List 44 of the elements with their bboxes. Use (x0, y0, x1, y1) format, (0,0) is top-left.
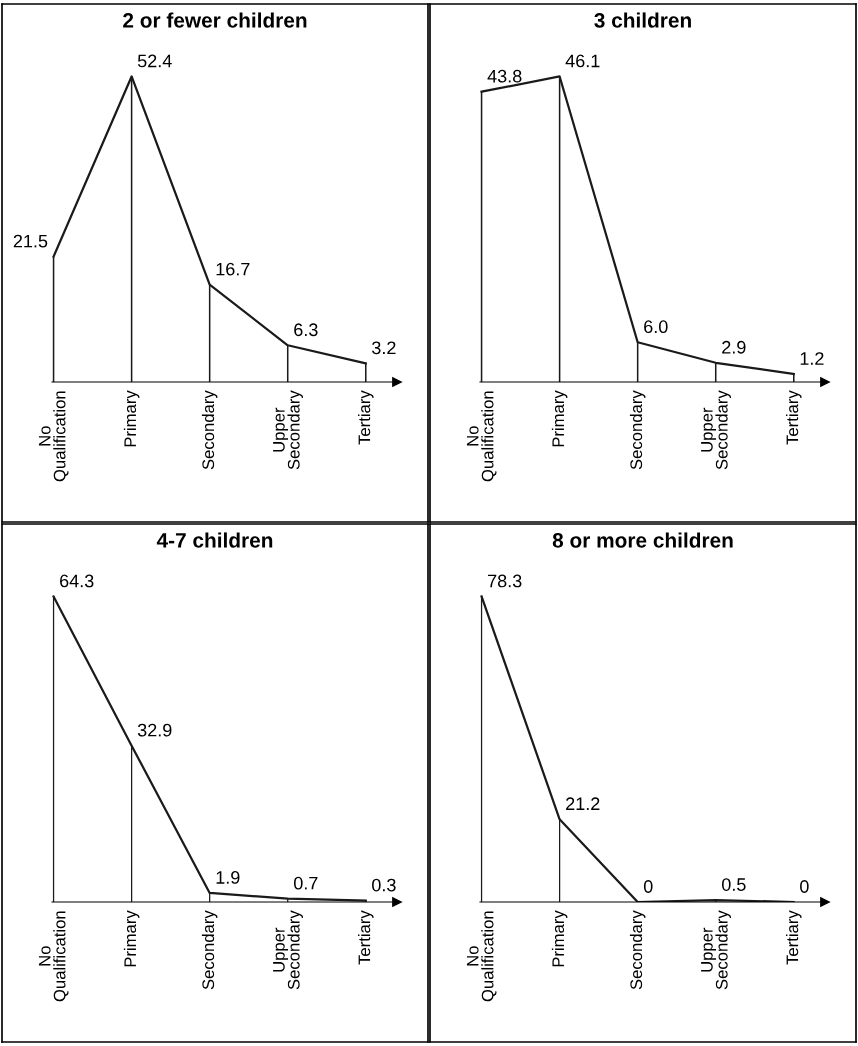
x-tick-label: Upper Secondary (701, 390, 731, 470)
chart-title: 8 or more children (552, 532, 733, 548)
x-tick-label: Secondary (629, 910, 646, 990)
x-tick-label: Primary (123, 390, 140, 447)
x-tick-label: Primary (123, 910, 140, 967)
data-label: 0 (800, 880, 809, 893)
x-tick-label: No Qualification (466, 391, 497, 482)
data-label: 21.5 (13, 234, 48, 248)
data-label: 1.9 (216, 871, 240, 884)
data-label: 1.2 (800, 352, 824, 365)
x-tick-label: Upper Secondary (273, 390, 303, 470)
x-tick-label: Upper Secondary (701, 910, 731, 990)
x-tick-label: No Qualification (38, 911, 69, 1002)
data-label: 2.9 (722, 340, 746, 354)
data-label: 46.1 (565, 54, 600, 68)
data-label: 64.3 (60, 574, 94, 588)
x-tick-label: Secondary (201, 910, 218, 990)
chart-title: 2 or fewer children (123, 12, 307, 28)
data-label: 78.3 (488, 574, 522, 588)
x-tick-label: Tertiary (786, 910, 802, 965)
data-label: 3.2 (372, 341, 396, 355)
x-tick-label: Primary (551, 390, 568, 447)
x-tick-label: Tertiary (358, 390, 374, 445)
chart-title: 3 children (594, 12, 691, 28)
data-label: 52.4 (137, 54, 172, 68)
data-label: 6.3 (294, 323, 318, 337)
x-tick-label: No Qualification (38, 391, 69, 482)
data-label: 16.7 (216, 262, 250, 276)
data-label: 32.9 (137, 723, 172, 737)
data-label: 21.2 (566, 797, 600, 810)
x-tick-label: No Qualification (466, 911, 497, 1002)
x-tick-label: Upper Secondary (273, 910, 303, 990)
x-tick-label: Secondary (201, 390, 218, 470)
x-tick-label: Tertiary (358, 910, 374, 965)
data-label: 0 (643, 880, 653, 893)
x-tick-label: Primary (551, 910, 568, 967)
data-label: 0.7 (293, 876, 318, 890)
data-label: 6.0 (644, 320, 668, 334)
x-tick-label: Secondary (629, 390, 646, 470)
x-tick-label: Tertiary (786, 390, 802, 445)
data-label: 0.3 (372, 878, 396, 892)
data-label: 43.8 (487, 69, 522, 83)
data-label: 0.5 (721, 878, 746, 891)
chart-title: 4-7 children (156, 532, 273, 548)
